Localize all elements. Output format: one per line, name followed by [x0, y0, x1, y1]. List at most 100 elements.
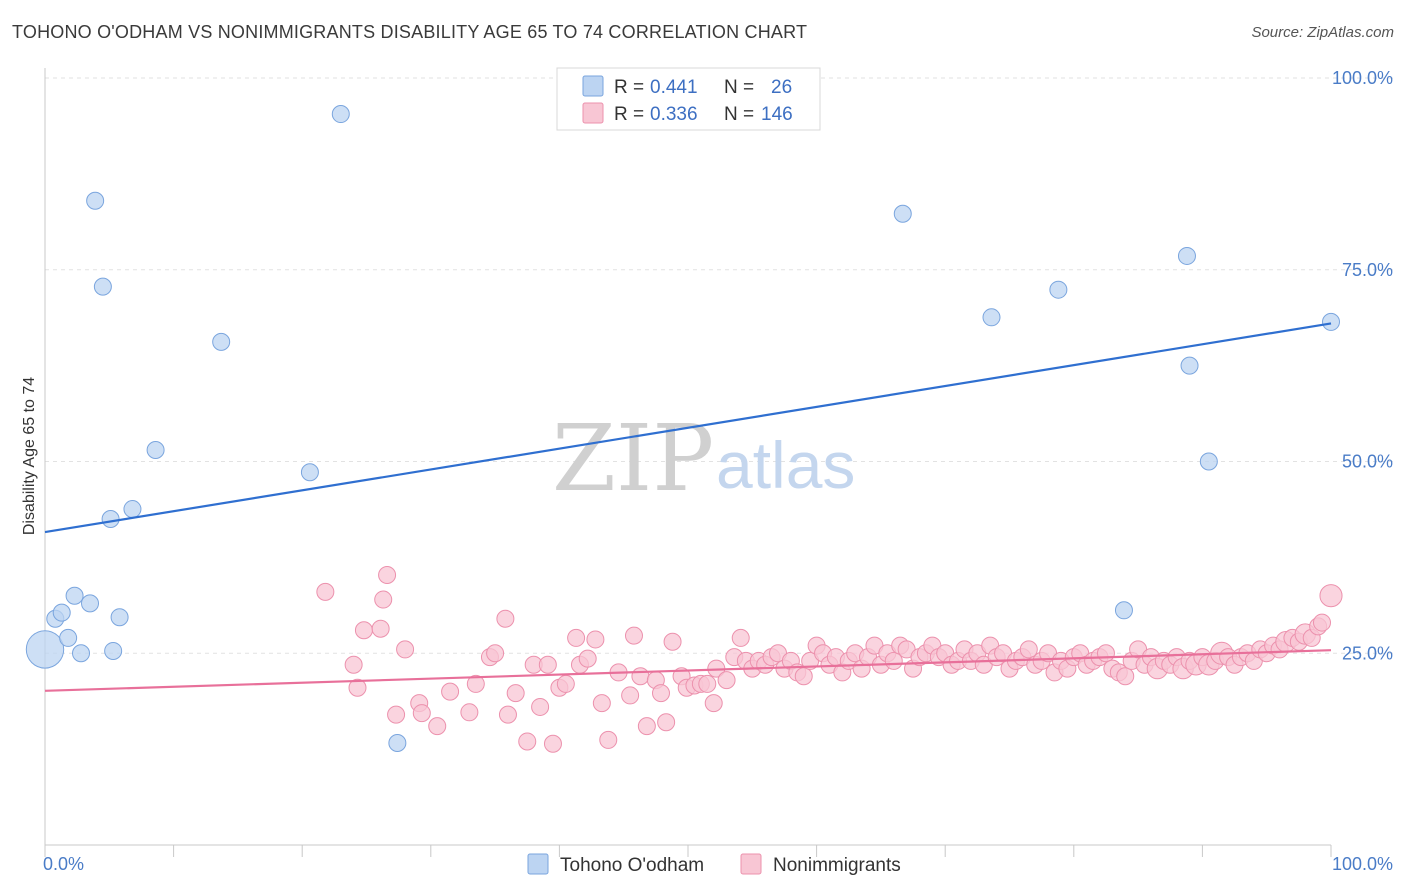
nonimmigrant-point: [586, 630, 605, 649]
nonimmigrant-point: [428, 717, 447, 736]
nonimmigrant-point: [518, 732, 537, 751]
y-tick-labels: 25.0% 50.0% 75.0% 100.0%: [1332, 68, 1393, 663]
nonimmigrant-point: [387, 705, 406, 724]
series-legend-swatch-blue: [527, 853, 549, 875]
nonimmigrant-point: [663, 632, 682, 651]
legend-n-value-pink: 146: [761, 104, 793, 125]
tohono-point: [59, 628, 78, 647]
tohono-point: [25, 630, 65, 669]
nonimmigrant-point: [348, 678, 367, 697]
tohono-point: [982, 308, 1001, 327]
tohono-point: [1322, 312, 1340, 331]
y-axis-title: Disability Age 65 to 74: [21, 377, 38, 535]
nonimmigrant-point: [704, 694, 723, 713]
tohono-point: [52, 603, 71, 622]
tohono-point: [1114, 601, 1133, 620]
nonimmigrant-point: [698, 674, 717, 693]
legend-n-value-blue: 26: [771, 77, 792, 98]
nonimmigrant-point: [621, 686, 640, 705]
legend-r-label-pink: R =: [614, 104, 644, 125]
nonimmigrant-point: [316, 582, 335, 601]
legend-n-label-pink: N =: [724, 104, 754, 125]
series-legend-label-blue: Tohono O'odham: [560, 855, 704, 876]
nonimmigrant-point: [657, 713, 676, 732]
tohono-point: [1199, 452, 1218, 471]
legend-swatch-pink: [582, 102, 604, 124]
tohono-point: [146, 440, 165, 459]
nonimmigrant-point: [506, 684, 525, 703]
tohono-point: [65, 586, 84, 605]
tohono-point: [212, 332, 231, 351]
nonimmigrant-point: [396, 640, 415, 659]
nonimmigrant-point: [344, 655, 363, 674]
watermark-zip: ZIP: [552, 405, 714, 512]
nonimmigrant-point: [374, 590, 393, 609]
nonimmigrant-point: [578, 649, 597, 668]
nonimmigrant-point: [651, 684, 670, 703]
tohono-point: [110, 608, 129, 627]
nonimmigrant-point: [731, 628, 750, 647]
tohono-point: [1177, 246, 1196, 265]
nonimmigrant-point: [486, 644, 505, 663]
nonimmigrant-point: [460, 703, 479, 722]
nonimmigrant-point: [441, 682, 460, 701]
nonimmigrant-point: [498, 705, 517, 724]
nonimmigrant-point: [496, 609, 515, 628]
nonimmigrant-point: [543, 734, 562, 753]
nonimmigrant-point: [466, 674, 485, 693]
tohono-point: [86, 191, 105, 210]
legend-r-label-blue: R =: [614, 77, 644, 98]
legend-r-value-pink: 0.336: [650, 104, 698, 125]
stats-legend: R = 0.441 N = 26 R = 0.336 N = 146: [556, 67, 821, 131]
tohono-point: [300, 463, 319, 482]
nonimmigrant-point: [1319, 584, 1343, 608]
nonimmigrant-point: [1116, 667, 1135, 686]
series-legend: Tohono O'odham Nonimmigrants: [527, 853, 901, 876]
tohono-point: [1180, 356, 1199, 375]
tohono-point: [104, 641, 123, 660]
chart-source: Source: ZipAtlas.com: [1251, 24, 1394, 41]
nonimmigrant-point: [556, 674, 575, 693]
tohono-points: [25, 105, 1340, 752]
tohono-trend-line: [44, 322, 1332, 534]
nonimmigrant-point: [567, 628, 586, 647]
y-tick-label: 50.0%: [1342, 452, 1393, 472]
nonimmigrant-point: [1019, 640, 1038, 659]
nonimmigrant-point: [631, 667, 650, 686]
nonimmigrant-point: [531, 697, 550, 716]
x-tick-label-min: 0.0%: [43, 854, 84, 874]
tohono-point: [101, 510, 120, 529]
tohono-point: [331, 105, 350, 124]
tohono-point: [1049, 280, 1068, 299]
axis-layer: [44, 68, 1332, 857]
trend-lines: [44, 322, 1332, 692]
nonimmigrants-points: [316, 566, 1343, 753]
nonimmigrant-point: [794, 667, 813, 686]
nonimmigrant-point: [354, 621, 373, 640]
tohono-point: [72, 644, 91, 663]
tohono-point: [93, 277, 112, 296]
nonimmigrant-point: [378, 566, 397, 585]
tohono-point: [123, 500, 142, 519]
series-legend-label-pink: Nonimmigrants: [773, 855, 901, 876]
x-tick-label-max: 100.0%: [1332, 854, 1393, 874]
tohono-point: [81, 594, 100, 613]
nonimmigrant-point: [637, 717, 656, 736]
tohono-point: [893, 204, 912, 223]
legend-swatch-blue: [582, 75, 604, 97]
nonimmigrant-point: [599, 730, 618, 749]
legend-r-value-blue: 0.441: [650, 77, 698, 98]
nonimmigrant-point: [538, 655, 557, 674]
nonimmigrant-point: [371, 619, 390, 638]
y-tick-label: 75.0%: [1342, 260, 1393, 280]
nonimmigrant-point: [624, 626, 643, 645]
nonimmigrant-point: [412, 704, 431, 723]
nonimmigrant-point: [1096, 644, 1115, 663]
tohono-point: [388, 733, 407, 752]
watermark-atlas: atlas: [716, 428, 855, 502]
series-legend-swatch-pink: [740, 853, 762, 875]
legend-n-label-blue: N =: [724, 77, 754, 98]
chart-title: TOHONO O'ODHAM VS NONIMMIGRANTS DISABILI…: [12, 22, 808, 42]
y-tick-label: 25.0%: [1342, 643, 1393, 663]
